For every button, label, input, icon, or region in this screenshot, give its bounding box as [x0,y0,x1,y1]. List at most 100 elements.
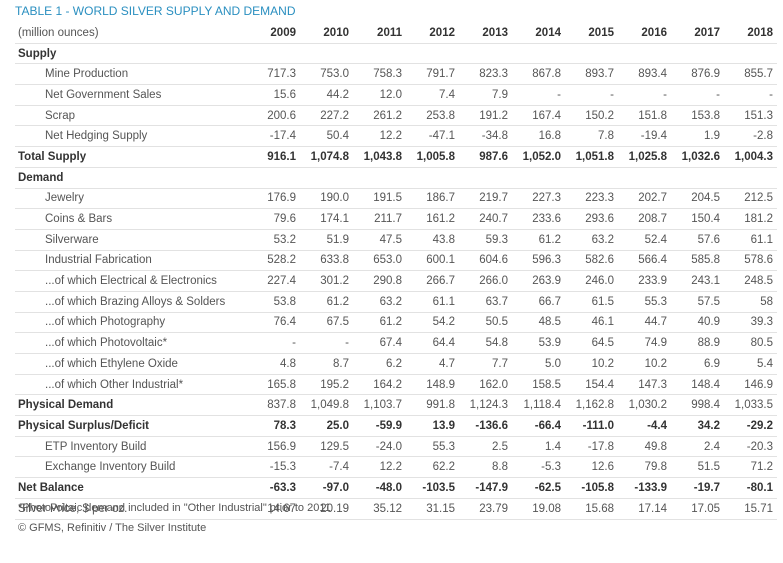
cell: 49.8 [618,436,671,458]
cell: -103.5 [406,477,459,499]
cell: 8.8 [459,456,512,479]
cell: 165.8 [247,374,300,396]
unit-header: (million ounces) [15,23,247,44]
cell: 58 [724,291,777,313]
cell: 74.9 [618,332,671,354]
cell: 867.8 [512,63,565,86]
cell: 1,124.3 [459,394,512,417]
cell: 57.5 [671,291,724,313]
cell: -147.9 [459,477,512,499]
cell: 633.8 [300,250,353,272]
cell: 604.6 [459,250,512,272]
cell: 167.4 [512,105,565,127]
cell: 263.9 [512,270,565,292]
row-label: Silverware [15,229,247,251]
row-label: Jewelry [15,188,247,210]
row-label: ...of which Photovoltaic* [15,332,247,354]
cell: 253.8 [406,105,459,127]
cell: 186.7 [406,188,459,210]
cell: 10.2 [618,353,671,375]
cell: 153.8 [671,105,724,127]
cell: 79.8 [618,456,671,479]
cell: -47.1 [406,125,459,148]
cell: 76.4 [247,312,300,334]
cell: 158.5 [512,374,565,396]
data-row: Silverware 53.2 51.9 47.5 43.8 59.3 61.2 63.2 52… [15,229,777,251]
cell: 67.5 [300,312,353,334]
source: © GFMS, Refinitiv / The Silver Institute [18,522,207,534]
year-header: 2018 [724,23,777,44]
cell: -24.0 [353,436,406,458]
section-row: Supply [15,43,777,65]
table-title: TABLE 1 - WORLD SILVER SUPPLY AND DEMAND [15,4,296,18]
cell: 528.2 [247,250,300,272]
cell: 25.0 [300,415,353,437]
year-header: 2014 [512,23,565,44]
cell: 63.2 [565,229,618,251]
cell: 79.6 [247,208,300,230]
data-row: ...of which Ethylene Oxide 4.8 8.7 6.2 4.7 7.… [15,353,777,375]
cell: 1,005.8 [406,146,459,168]
cell: 52.4 [618,229,671,251]
data-row: Industrial Fabrication 528.2 633.8 653.0 600… [15,250,777,272]
cell: 63.7 [459,291,512,313]
cell: 150.4 [671,208,724,230]
cell: 7.8 [565,125,618,148]
cell: 13.9 [406,415,459,437]
cell: 19.08 [512,498,565,520]
cell: 63.2 [353,291,406,313]
cell: 1,049.8 [300,394,353,417]
cell: 893.7 [565,63,618,86]
cell: 43.8 [406,229,459,251]
data-row: Jewelry 176.9 190.0 191.5 186.7 219.7 227.3 223… [15,188,777,210]
cell: 51.9 [300,229,353,251]
cell: -34.8 [459,125,512,148]
row-label: Industrial Fabrication [15,250,247,272]
cell: 53.8 [247,291,300,313]
cell: 240.7 [459,208,512,230]
cell: 219.7 [459,188,512,210]
cell: 243.1 [671,270,724,292]
cell: 17.14 [618,498,671,520]
cell: 991.8 [406,394,459,417]
cell: 4.8 [247,353,300,375]
cell: -7.4 [300,456,353,479]
cell: -105.8 [565,477,618,499]
data-row: ...of which Other Industrial* 165.8 195.2 1… [15,374,777,396]
row-label: Coins & Bars [15,208,247,230]
cell: 147.3 [618,374,671,396]
section-row: Demand [15,167,777,189]
year-header: 2009 [247,23,300,44]
cell: 14.67 [247,498,300,520]
cell: 1,043.8 [353,146,406,168]
row-label: Net Hedging Supply [15,125,247,148]
cell: -63.3 [247,477,300,499]
cell: 195.2 [300,374,353,396]
row-label: Scrap [15,105,247,127]
cell: 129.5 [300,436,353,458]
cell: -17.4 [247,125,300,148]
cell: 154.4 [565,374,618,396]
cell: 600.1 [406,250,459,272]
cell: 15.6 [247,84,300,106]
cell: 46.1 [565,312,618,334]
cell: 20.19 [300,498,353,520]
data-row: Coins & Bars 79.6 174.1 211.7 161.2 240.7 233.… [15,208,777,230]
cell: -15.3 [247,456,300,479]
data-row: Mine Production 717.3 753.0 758.3 791.7 823.3… [15,63,777,86]
cell: 66.7 [512,291,565,313]
cell: 596.3 [512,250,565,272]
cell: 176.9 [247,188,300,210]
cell: 212.5 [724,188,777,210]
cell: 181.2 [724,208,777,230]
cell: 293.6 [565,208,618,230]
cell: 998.4 [671,394,724,417]
cell: 39.3 [724,312,777,334]
cell: 1,052.0 [512,146,565,168]
cell: 148.4 [671,374,724,396]
cell: 208.7 [618,208,671,230]
data-table: (million ounces) 2009 2010 2011 2012 2013 2014… [15,23,777,520]
cell: 1.9 [671,125,724,148]
cell: 16.8 [512,125,565,148]
